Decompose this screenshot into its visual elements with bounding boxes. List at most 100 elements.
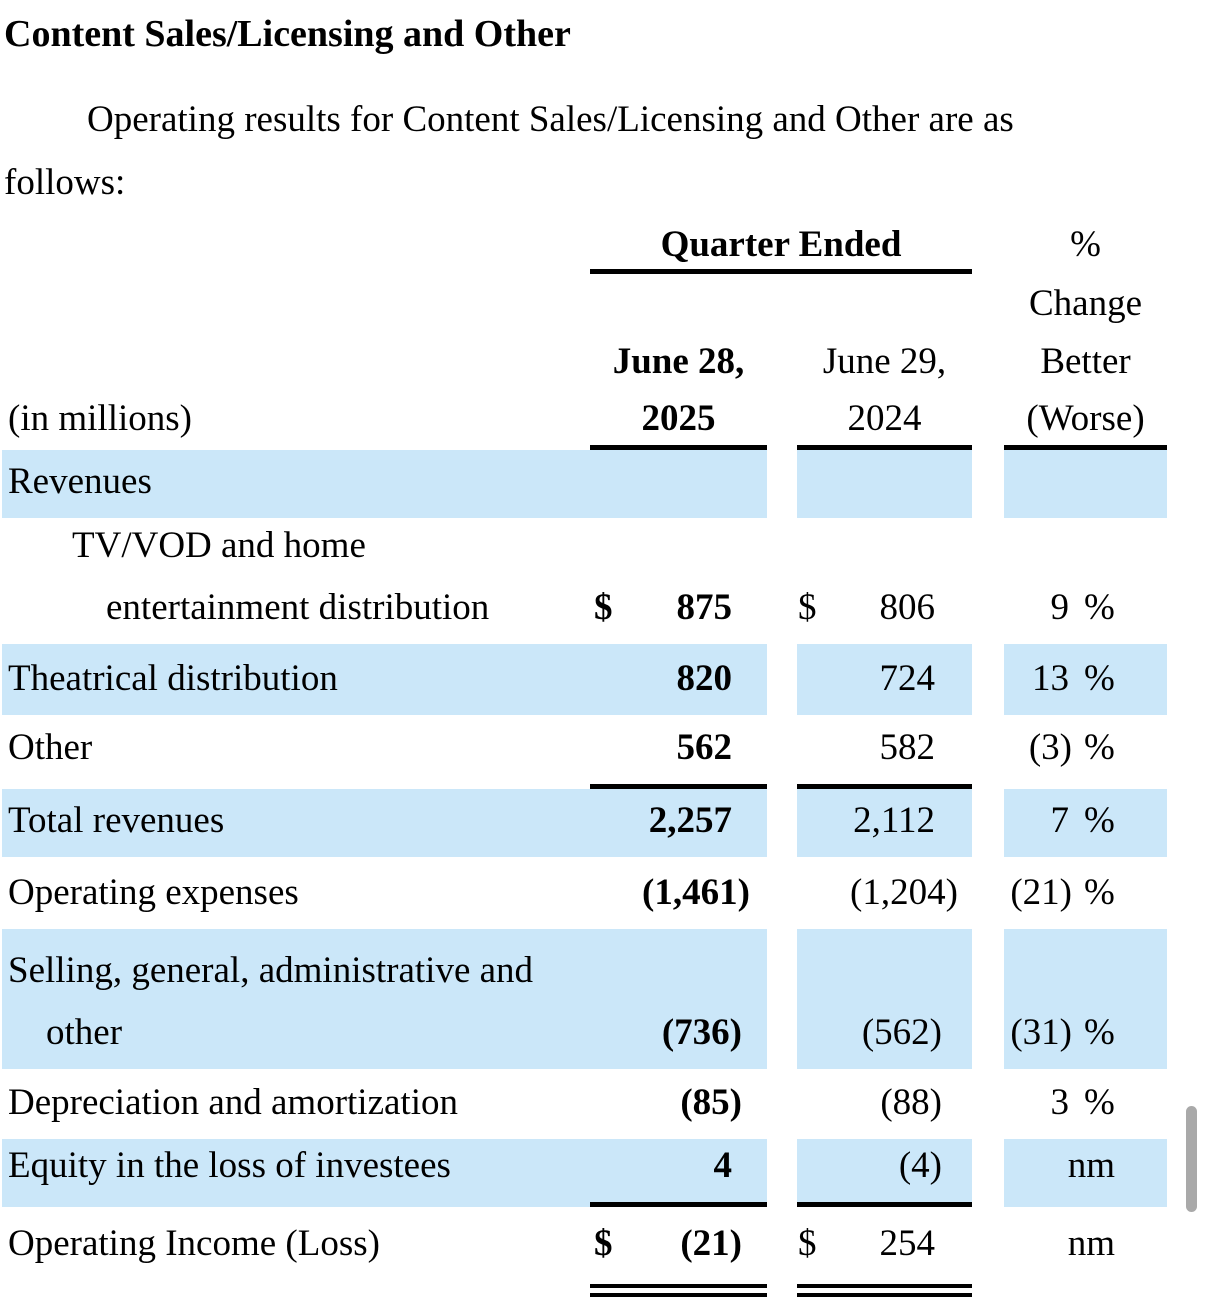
column-spacer <box>972 789 1005 857</box>
empty-cell <box>590 274 767 332</box>
value-2025: (1,461) <box>642 872 750 913</box>
header-row-years: (in millions) 2025 2024 (Worse) <box>2 390 1168 450</box>
percent-sign: % <box>1082 929 1168 1069</box>
column-spacer <box>972 390 1004 450</box>
column-spacer <box>767 644 797 715</box>
row-label: Operating Income (Loss) <box>8 1223 380 1264</box>
column-spacer <box>972 1207 1004 1297</box>
value-2025: (736) <box>642 929 767 1069</box>
table-row-revenues-header: Revenues <box>2 450 1168 518</box>
value-2025: 820 <box>642 644 767 715</box>
dollar-sign-2025: $ <box>590 1207 642 1297</box>
row-label-line2: entertainment distribution <box>106 587 490 628</box>
intro-line-2: follows: <box>4 162 126 203</box>
percent-sign: % <box>1082 789 1168 857</box>
column-spacer <box>972 274 1004 332</box>
row-label-line1: TV/VOD and home <box>72 525 366 566</box>
pct-header-line3: Better <box>1040 341 1131 382</box>
column-spacer <box>972 450 1005 518</box>
header-row-dates: June 28, June 29, Better <box>2 332 1167 390</box>
pct-change-value: 9 <box>1050 587 1070 628</box>
empty-cell <box>797 1069 850 1139</box>
value-2025: 562 <box>642 715 767 789</box>
column-spacer <box>972 1069 1004 1139</box>
percent-sign: % <box>1084 727 1115 768</box>
value-2024: (88) <box>880 1082 943 1123</box>
percent-sign: % <box>1082 644 1168 715</box>
pct-change-value: (3) <box>1028 727 1073 768</box>
value-2024: (562) <box>850 929 973 1069</box>
table-row-operating-expenses: Operating expenses (1,461) (1,204) (21) … <box>2 857 1167 929</box>
quarter-ended-header: Quarter Ended <box>590 223 973 274</box>
value-2024: (4) <box>850 1139 973 1207</box>
empty-cell <box>590 644 642 715</box>
pct-change-value: (31) <box>1004 929 1083 1069</box>
column-spacer <box>972 223 1004 274</box>
header-row-change: Change <box>2 274 1167 332</box>
value-2025: (21) <box>642 1207 767 1297</box>
pct-change-value: (21) <box>1010 872 1073 913</box>
pct-change-value: 3 <box>1050 1082 1070 1123</box>
column-spacer <box>767 715 797 789</box>
empty-cell <box>850 450 973 518</box>
empty-cell <box>1082 450 1168 518</box>
value-2024: 2,112 <box>850 789 973 857</box>
section-heading: Content Sales/Licensing and Other <box>4 13 571 55</box>
row-label: TV/VOD and home entertainment distributi… <box>2 518 590 644</box>
empty-cell <box>797 929 850 1069</box>
empty-cell <box>642 450 767 518</box>
value-2024: (1,204) <box>850 872 958 913</box>
row-label: Revenues <box>2 450 590 518</box>
empty-cell <box>590 1139 642 1207</box>
column-spacer <box>972 332 1004 390</box>
value-2024: 806 <box>879 587 936 628</box>
empty-cell <box>590 450 642 518</box>
table-row-total-revenues: Total revenues 2,257 2,112 7 % <box>2 789 1168 857</box>
table-row-tv-vod: TV/VOD and home entertainment distributi… <box>2 518 1167 644</box>
dollar-sign-2024: $ <box>797 1207 850 1297</box>
header-label-spacer <box>2 223 590 274</box>
column-spacer <box>972 715 1004 789</box>
value-2024: 724 <box>850 644 973 715</box>
column-spacer <box>767 332 797 390</box>
empty-cell <box>797 274 972 332</box>
empty-cell <box>797 450 850 518</box>
pct-header-line1: % <box>1070 224 1101 265</box>
value-2024: 582 <box>850 715 973 789</box>
header-row-quarter-ended: Quarter Ended % <box>2 223 1167 274</box>
column-spacer <box>767 390 797 450</box>
row-label: Other <box>8 727 93 768</box>
row-label-line1: Selling, general, administrative and <box>8 950 534 991</box>
units-label: (in millions) <box>8 398 192 439</box>
pct-change-value: 13 <box>1004 644 1083 715</box>
pct-header-line4: (Worse) <box>1004 390 1168 450</box>
column-spacer <box>767 1139 797 1207</box>
column-spacer <box>972 518 1004 644</box>
value-2025: (85) <box>680 1082 742 1123</box>
column-spacer <box>767 857 797 929</box>
empty-cell <box>590 789 642 857</box>
percent-sign: % <box>1084 872 1115 913</box>
table-row-operating-income: Operating Income (Loss) $ (21) $ 254 nm <box>2 1207 1167 1297</box>
period-2025-date: June 28, <box>612 341 745 382</box>
column-spacer <box>972 929 1005 1069</box>
empty-cell <box>797 715 850 789</box>
empty-cell <box>1004 450 1083 518</box>
percent-sign: % <box>1084 587 1115 628</box>
column-spacer <box>767 450 797 518</box>
value-2024: 254 <box>850 1207 973 1297</box>
empty-cell <box>590 857 642 929</box>
column-spacer <box>767 1207 797 1297</box>
column-spacer <box>767 789 797 857</box>
scrollbar-thumb[interactable] <box>1186 1106 1197 1212</box>
value-2025: 2,257 <box>642 789 767 857</box>
empty-cell <box>590 929 642 1069</box>
row-label: Depreciation and amortization <box>8 1082 458 1123</box>
pct-change-value: nm <box>1004 1139 1168 1207</box>
empty-cell <box>590 715 642 789</box>
empty-cell <box>797 644 850 715</box>
row-label: Total revenues <box>2 789 590 857</box>
row-label: Equity in the loss of investees <box>2 1139 590 1207</box>
operating-results-table: Quarter Ended % Change June 28, June 29,… <box>2 223 1168 1297</box>
